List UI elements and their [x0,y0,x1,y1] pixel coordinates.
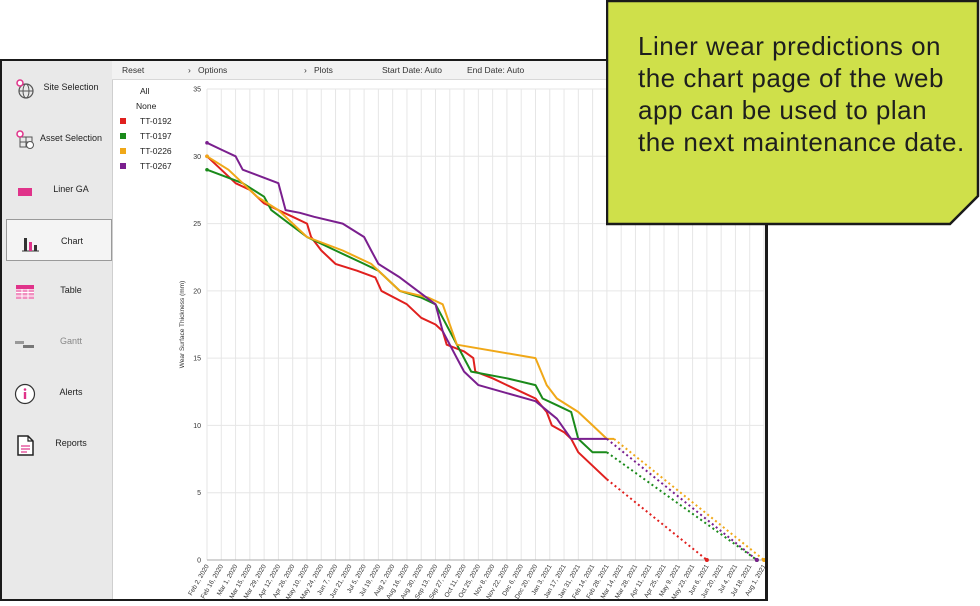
sidebar-item-label: Gantt [59,336,82,346]
callout-shape [606,0,980,226]
sidebar-item-reports[interactable]: Reports [2,422,112,470]
y-tick-label: 25 [193,221,201,228]
legend-item-tt-0267[interactable]: TT-0267 [118,161,188,173]
sidebar-item-alerts[interactable]: Alerts [2,371,112,419]
reset-button[interactable]: Reset [122,65,145,75]
series-line-tt-0226 [206,155,614,440]
liner-icon [18,188,32,196]
sidebar-item-table[interactable]: Table [2,269,112,317]
sidebar: Site Selection Asset Selection Liner GA … [2,61,113,599]
sidebar-item-label: Asset Selection [39,133,103,143]
series-line-tt-0267 [206,141,607,440]
grid-globe-pin-icon [16,130,34,149]
table-icon [16,285,34,299]
series-line-tt-0192 [206,155,608,481]
y-tick-label: 5 [197,490,201,497]
sidebar-item-gantt[interactable]: Gantt [2,320,112,368]
info-icon [14,383,36,405]
legend-item-tt-0226[interactable]: TT-0226 [118,146,188,158]
sidebar-item-chart[interactable]: Chart [6,219,112,261]
chevron-right-icon: › [304,65,307,75]
end-date-select[interactable]: End Date: Auto [467,65,525,75]
y-axis-label: Wear Surface Thickness (mm) [179,281,186,369]
start-date-select[interactable]: Start Date: Auto [382,65,443,75]
gantt-icon [15,341,34,348]
prediction-line-tt-0267 [606,438,758,561]
bar-chart-icon [22,238,39,252]
legend-swatch [120,118,126,124]
series-start-point-tt-0197 [205,167,209,172]
prediction-end-point-tt-0192 [704,558,709,562]
y-tick-label: 35 [193,87,201,94]
y-tick-label: 30 [193,154,201,161]
prediction-end-point-tt-0226 [762,558,765,562]
legend-item-tt-0197[interactable]: TT-0197 [118,131,188,143]
legend-swatch [120,133,126,139]
legend-swatch [120,148,126,154]
series-line-tt-0197 [206,168,607,454]
callout-box: Liner wear predictions on the chart page… [606,0,980,226]
sidebar-item-label: Alerts [59,387,83,397]
prediction-end-point-tt-0267 [754,558,759,562]
document-icon [17,435,34,456]
prediction-line-tt-0226 [613,438,765,561]
sidebar-item-site-selection[interactable]: Site Selection [2,66,112,114]
series-start-point-tt-0267 [205,141,209,145]
series-start-point-tt-0226 [205,154,209,159]
legend-swatch [120,163,126,169]
legend-all-toggle[interactable]: All [140,86,150,96]
sidebar-item-asset-selection[interactable]: Asset Selection [2,117,112,165]
y-tick-label: 15 [193,356,201,363]
sidebar-item-label: Chart [60,236,83,246]
plots-menu[interactable]: Plots [314,65,333,75]
callout-text: Liner wear predictions on the chart page… [638,31,965,157]
sidebar-item-label: Table [60,285,82,295]
y-tick-label: 0 [197,558,201,565]
sidebar-item-label: Site Selection [43,82,99,92]
chevron-right-icon: › [188,65,191,75]
globe-pin-icon [16,79,34,99]
prediction-line-tt-0197 [606,451,758,561]
y-tick-label: 10 [193,423,201,430]
y-tick-label: 20 [193,288,201,295]
legend-none-toggle[interactable]: None [136,101,157,111]
sidebar-item-liner-ga[interactable]: Liner GA [2,168,112,216]
sidebar-item-label: Liner GA [53,184,89,194]
sidebar-item-label: Reports [55,438,87,448]
chart-toolbar: Reset › Options › Plots Start Date: Auto… [112,61,765,80]
legend-item-tt-0192[interactable]: TT-0192 [118,116,188,128]
options-menu[interactable]: Options [198,65,228,75]
prediction-line-tt-0192 [606,478,708,561]
